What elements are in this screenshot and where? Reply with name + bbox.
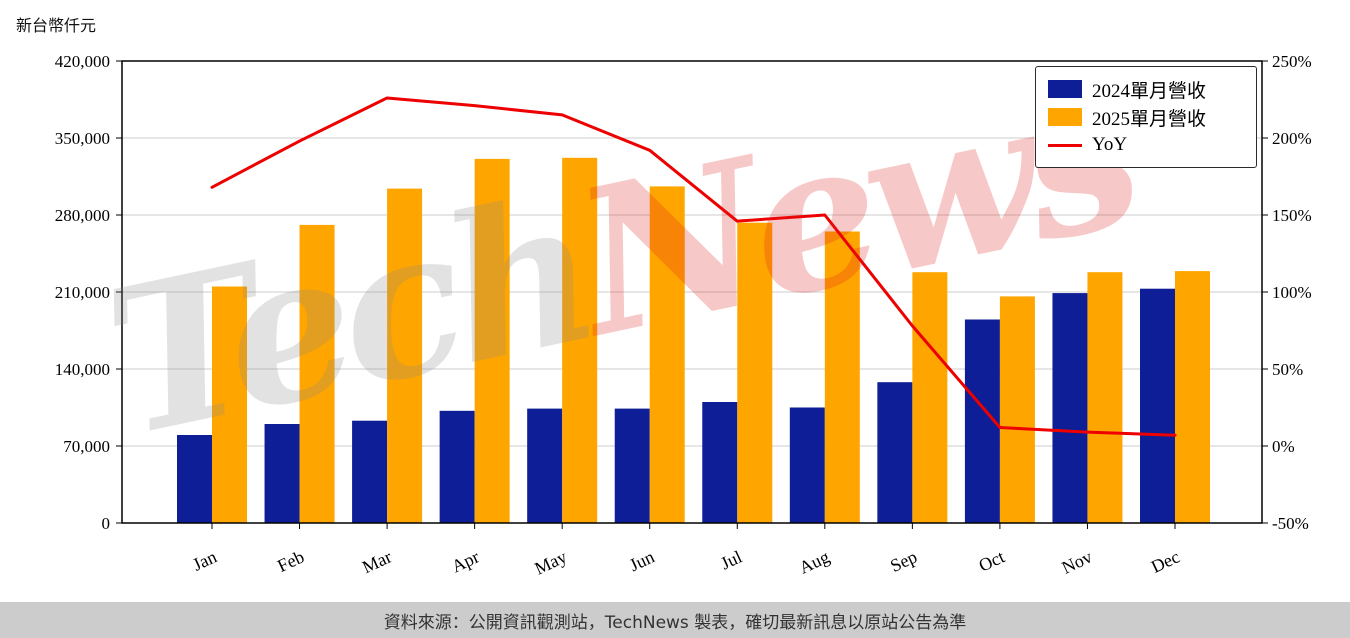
- yoy-line: [210, 96, 1177, 437]
- right-tick-label: 0%: [1272, 437, 1295, 456]
- x-tick-label-Dec: Dec: [1148, 546, 1183, 576]
- right-tick-label: 100%: [1272, 283, 1312, 302]
- legend-label-yoy: YoY: [1092, 134, 1128, 155]
- legend-item-yoy: YoY: [1048, 131, 1244, 159]
- right-tick-label: 250%: [1272, 52, 1312, 71]
- chart-legend: 2024單月營收 2025單月營收 YoY: [1035, 66, 1257, 168]
- source-footer-text: 資料來源：公開資訊觀測站，TechNews 製表，確切最新訊息以原站公告為準: [383, 612, 967, 633]
- legend-item-2024: 2024單月營收: [1048, 75, 1244, 103]
- x-tick-label-Jul: Jul: [717, 546, 744, 573]
- bar-2024-May: [527, 408, 563, 523]
- bar-2025-Aug: [824, 231, 860, 523]
- bar-2025-Oct: [999, 296, 1035, 523]
- bar-2024-Jan: [177, 435, 212, 523]
- bar-2025-Jun: [649, 186, 685, 523]
- left-tick-label: 0: [102, 514, 111, 533]
- left-axis-unit-label: 新台幣仟元: [16, 16, 97, 35]
- x-tick-label-Nov: Nov: [1059, 546, 1096, 577]
- legend-label-2024: 2024單月營收: [1092, 80, 1207, 102]
- x-tick-label-Jan: Jan: [189, 546, 219, 574]
- right-tick-label: 150%: [1272, 206, 1312, 225]
- bar-2024-Aug: [789, 407, 825, 523]
- x-tick-label-May: May: [532, 546, 570, 578]
- bar-2025-Sep: [912, 272, 948, 523]
- x-tick-label-Apr: Apr: [448, 546, 482, 576]
- left-tick-label: 350,000: [55, 129, 110, 148]
- bar-2024-Feb: [264, 424, 300, 523]
- x-tick-label-Sep: Sep: [887, 546, 920, 576]
- bar-2025-Feb: [299, 224, 335, 523]
- bar-2024-Jun: [614, 408, 650, 523]
- legend-swatch-2024: [1048, 80, 1082, 98]
- right-tick-label: 200%: [1272, 129, 1312, 148]
- revenue-yoy-chart: Jan Feb Mar Apr May Jun Jul Aug Sep Oct Nov Dec 0 70,…: [55, 52, 1312, 579]
- bar-2025-Jan: [212, 286, 247, 523]
- left-tick-label: 140,000: [55, 360, 110, 379]
- source-footer: 資料來源：公開資訊觀測站，TechNews 製表，確切最新訊息以原站公告為準: [0, 602, 1350, 638]
- right-tick-label: -50%: [1272, 514, 1309, 533]
- bar-2025-Apr: [474, 158, 510, 523]
- bar-2024-Sep: [877, 382, 913, 523]
- bar-2025-Mar: [387, 188, 423, 523]
- bar-2025-Dec: [1175, 271, 1210, 523]
- legend-label-2025: 2025單月營收: [1092, 108, 1207, 130]
- bar-2025-May: [562, 157, 598, 524]
- left-tick-label: 70,000: [63, 437, 110, 456]
- legend-swatch-2025: [1048, 108, 1082, 126]
- bar-2025-Nov: [1087, 272, 1123, 523]
- x-tick-label-Feb: Feb: [274, 546, 307, 576]
- bar-2024-Mar: [352, 420, 388, 523]
- bar-2024-Dec: [1140, 288, 1175, 523]
- legend-yoy-line-swatch: [1048, 143, 1082, 147]
- x-tick-label-Mar: Mar: [359, 546, 395, 577]
- right-tick-label: 50%: [1272, 360, 1303, 379]
- bar-2024-Jul: [702, 402, 738, 523]
- legend-item-2025: 2025單月營收: [1048, 103, 1244, 131]
- bar-2024-Apr: [439, 410, 475, 523]
- bar-2025-Jul: [737, 222, 773, 523]
- bar-2024-Nov: [1052, 293, 1088, 523]
- x-tick-label-Jun: Jun: [626, 546, 657, 575]
- left-tick-label: 280,000: [55, 206, 110, 225]
- left-tick-label: 420,000: [55, 52, 110, 71]
- left-tick-label: 210,000: [55, 283, 110, 302]
- x-tick-label-Oct: Oct: [976, 546, 1008, 575]
- x-tick-label-Aug: Aug: [796, 546, 833, 577]
